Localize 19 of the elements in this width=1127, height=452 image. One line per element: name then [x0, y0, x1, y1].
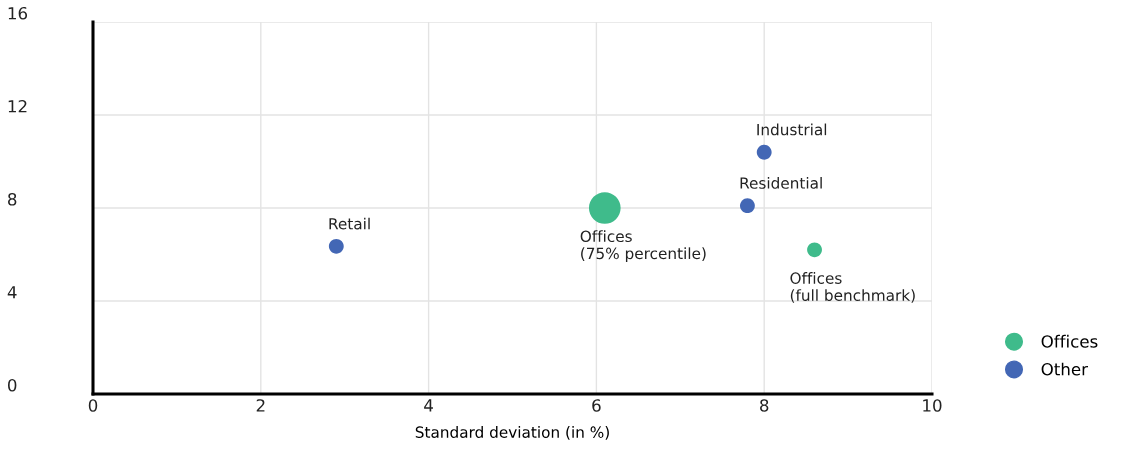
- legend-label: Other: [1041, 362, 1088, 376]
- x-tick-label: 10: [923, 399, 942, 412]
- x-axis-title: Standard deviation (in %): [415, 426, 609, 440]
- annotation: Offices (75% percentile): [580, 230, 706, 263]
- x-tick-label: 2: [256, 399, 265, 412]
- x-tick-label: 0: [88, 399, 98, 412]
- y-tick-label: 12: [8, 99, 27, 113]
- y-tick-label: 16: [8, 6, 28, 20]
- y-tick-label: 8: [8, 192, 17, 206]
- annotation: Residential: [740, 177, 822, 189]
- y-tick-label: 0: [7, 378, 17, 392]
- legend-label: Offices: [1041, 334, 1098, 348]
- x-tick-label: 4: [424, 399, 433, 412]
- y-tick-label: 4: [7, 286, 17, 299]
- annotation: Retail: [329, 217, 370, 230]
- x-tick-label: 8: [760, 399, 769, 412]
- annotation: Offices (full benchmark): [790, 272, 915, 303]
- annotation: Industrial: [757, 123, 827, 136]
- x-tick-label: 6: [592, 399, 601, 412]
